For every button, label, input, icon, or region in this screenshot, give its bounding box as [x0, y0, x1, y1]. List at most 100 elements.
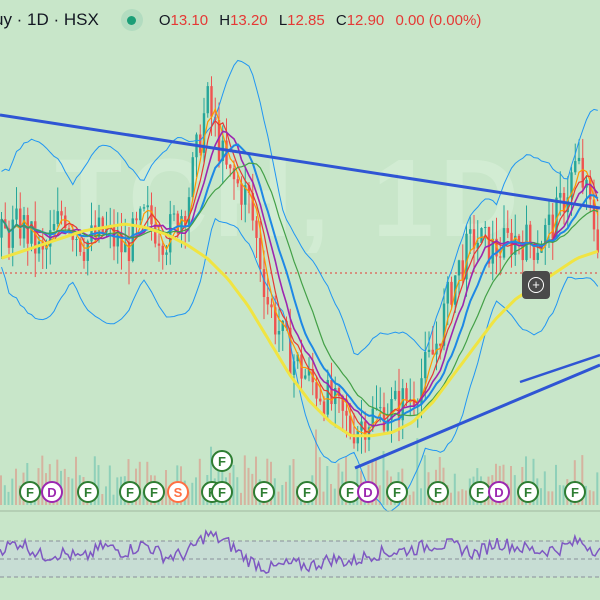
volume-bar — [465, 490, 467, 505]
volume-bar — [270, 461, 272, 505]
candle-body — [367, 427, 371, 440]
candle-body — [116, 233, 119, 247]
event-marker — [41, 481, 63, 503]
candle-body — [394, 390, 397, 400]
volume-bar — [277, 491, 280, 505]
volume-bar — [105, 486, 107, 505]
volume-bar — [56, 459, 59, 505]
candle-body — [0, 219, 3, 238]
candle-body — [142, 207, 146, 209]
candle-body — [450, 281, 453, 305]
volume-bar — [416, 438, 419, 505]
event-marker — [564, 481, 586, 503]
legend-header: uy · 1D · HSX O13.10 H13.20 L12.85 C12.9… — [0, 0, 600, 40]
candle-body — [161, 245, 164, 255]
event-marker-label: F — [476, 485, 484, 500]
event-marker-label: S — [174, 485, 183, 500]
ma-medium-line — [0, 143, 599, 424]
event-marker — [253, 481, 275, 503]
ma-long-line — [1, 162, 599, 417]
event-marker-label: F — [218, 485, 226, 500]
volume-bar — [240, 492, 242, 505]
bollinger-upper-band — [1, 59, 598, 356]
volume-bar — [108, 465, 111, 505]
candle-body — [187, 197, 191, 227]
ma-slow-line — [1, 222, 599, 438]
candle-body — [570, 172, 573, 198]
volume-bar — [15, 468, 17, 505]
candle-body — [52, 224, 56, 231]
candle-body — [397, 390, 401, 421]
candle-body — [401, 388, 404, 421]
volume-bar — [457, 491, 460, 505]
volume-bar — [138, 461, 141, 505]
candle-body — [60, 211, 63, 216]
volume-bar — [71, 478, 74, 505]
candle-body — [210, 86, 213, 117]
volume-bar — [210, 446, 212, 505]
volume-bar — [165, 470, 167, 505]
candle-body — [135, 218, 138, 221]
event-marker — [357, 481, 379, 503]
volume-bar — [195, 477, 197, 505]
volume-bar — [318, 457, 321, 505]
candle-body — [427, 349, 431, 352]
volume-bar — [112, 494, 115, 505]
volume-bar — [198, 458, 201, 505]
candle-body — [120, 233, 123, 253]
event-marker-label: D — [494, 485, 503, 500]
close-label: C — [335, 11, 347, 29]
status-dot-icon — [127, 15, 137, 25]
ma-mid-line — [0, 130, 599, 427]
high-label: H — [219, 11, 231, 29]
candle-body — [472, 229, 476, 249]
volume-bar — [337, 463, 340, 505]
candle-body — [236, 179, 239, 184]
candle-body — [514, 235, 517, 255]
candle-body — [247, 185, 251, 193]
candle-body — [244, 185, 247, 205]
candle-body — [345, 410, 348, 416]
candle-body — [517, 235, 521, 245]
candle-body — [469, 229, 472, 234]
lower-trendline-short — [519, 353, 600, 384]
candle-body — [169, 214, 172, 253]
volume-bar — [382, 451, 385, 505]
volume-bar — [581, 455, 584, 505]
candle-body — [315, 382, 318, 399]
symbol-title[interactable]: uy · 1D · HSX — [0, 10, 99, 29]
candle-body — [326, 380, 329, 415]
volume-bar — [543, 471, 546, 505]
candle-body — [341, 395, 344, 411]
volume-bar — [375, 459, 377, 505]
open-label: O — [158, 11, 171, 29]
volume-bar — [142, 491, 145, 505]
volume-bar — [97, 465, 100, 505]
candle-body — [559, 192, 562, 198]
event-marker-label: F — [571, 485, 579, 500]
candle-body — [476, 242, 479, 249]
candle-body — [424, 351, 427, 379]
candle-body — [405, 388, 408, 401]
event-marker-label: F — [303, 485, 311, 500]
candle-body — [322, 401, 326, 415]
candle-body — [491, 238, 494, 264]
add-crosshair-button[interactable]: + — [522, 271, 550, 299]
volume-bar — [63, 468, 66, 505]
candle-body — [551, 214, 554, 239]
candle-body — [82, 251, 86, 261]
lower-trendline — [354, 363, 600, 470]
candle-body — [199, 134, 202, 153]
volume-bar — [281, 485, 284, 505]
ma-fast-line — [1, 107, 599, 435]
candle-body — [319, 398, 322, 402]
candle-body — [435, 343, 438, 355]
candle-body — [304, 375, 307, 379]
volume-bar — [221, 455, 224, 505]
volume-bar — [585, 485, 587, 505]
candle-body — [240, 183, 243, 205]
candle-body — [289, 327, 292, 375]
candle-body — [307, 369, 311, 376]
